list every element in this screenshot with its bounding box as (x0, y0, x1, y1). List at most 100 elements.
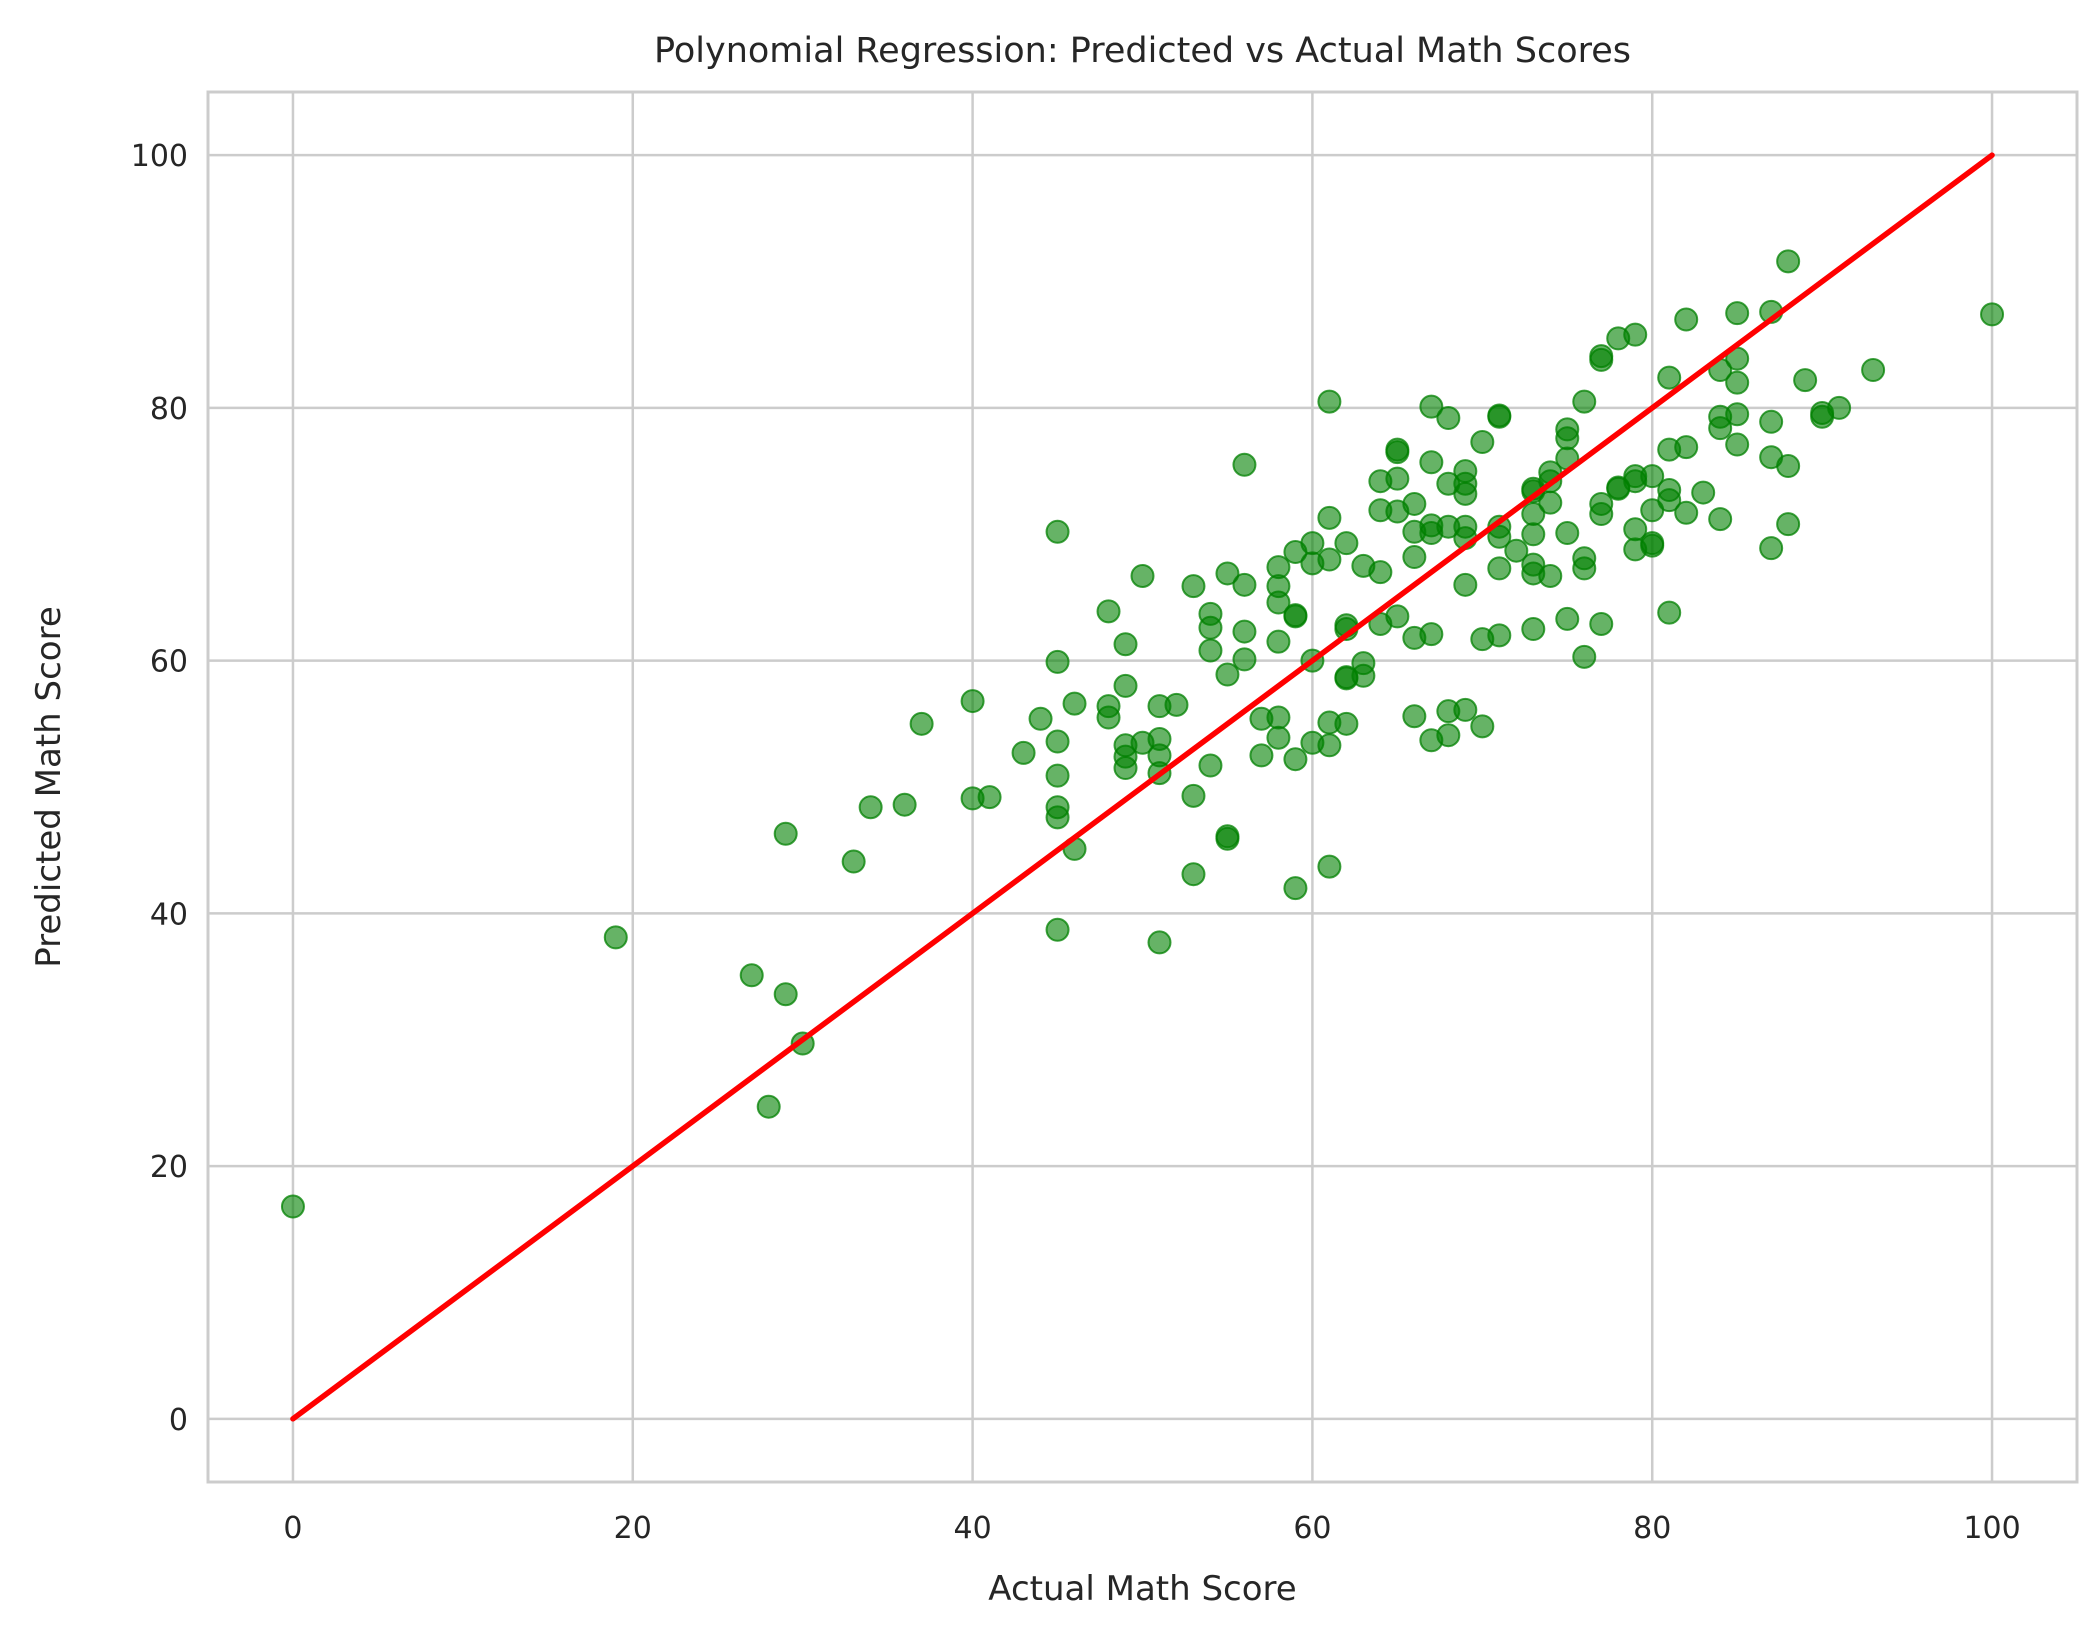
data-point (1521, 617, 1546, 642)
y-tick-label: 0 (169, 1403, 188, 1438)
x-tick-label: 80 (1633, 1511, 1671, 1546)
data-point (1317, 389, 1342, 414)
data-point (1334, 531, 1359, 556)
data-point (892, 792, 917, 817)
data-point (1640, 533, 1665, 558)
scatter-points (280, 249, 2005, 1219)
data-point (1538, 490, 1563, 515)
data-point (1725, 370, 1750, 395)
data-point (1045, 649, 1070, 674)
data-point (1317, 505, 1342, 530)
data-point (1674, 435, 1699, 460)
data-point (1368, 560, 1393, 585)
data-point (1402, 545, 1427, 570)
data-point (1045, 519, 1070, 544)
data-point (1657, 365, 1682, 390)
data-point (1708, 507, 1733, 532)
data-point (1215, 561, 1240, 586)
y-tick-label: 60 (150, 645, 188, 680)
data-point (1657, 600, 1682, 625)
data-point (1402, 491, 1427, 516)
data-point (1266, 725, 1291, 750)
reference-line-layer (290, 152, 1995, 1422)
data-point (1232, 647, 1257, 672)
y-tick-label: 100 (131, 139, 188, 174)
data-point (739, 963, 764, 988)
data-point (1555, 606, 1580, 631)
data-point (1589, 611, 1614, 636)
data-point (1487, 524, 1512, 549)
data-point (1657, 488, 1682, 513)
data-point (1317, 854, 1342, 879)
data-point (1470, 430, 1495, 455)
data-point (1538, 563, 1563, 588)
data-point (1402, 704, 1427, 729)
x-axis-label: Actual Math Score (988, 1569, 1296, 1609)
data-point (773, 982, 798, 1007)
y-axis-label: Predicted Math Score (29, 606, 69, 968)
data-point (1827, 395, 1852, 420)
data-point (1776, 512, 1801, 537)
data-point (1793, 368, 1818, 393)
data-point (1436, 723, 1461, 748)
data-point (1725, 402, 1750, 427)
data-point (1572, 644, 1597, 669)
data-point (1725, 301, 1750, 326)
data-point (1045, 763, 1070, 788)
data-point (1334, 711, 1359, 736)
data-point (1096, 705, 1121, 730)
data-point (1198, 753, 1223, 778)
data-point (1776, 454, 1801, 479)
data-point (1045, 805, 1070, 830)
data-point (1487, 556, 1512, 581)
data-point (1181, 783, 1206, 808)
y-tick-label: 20 (150, 1150, 188, 1185)
data-point (1419, 394, 1444, 419)
x-tick-label: 100 (1963, 1511, 2020, 1546)
x-tick-label: 60 (1293, 1511, 1331, 1546)
data-point (1300, 531, 1325, 556)
data-point (1266, 629, 1291, 654)
data-point (1623, 322, 1648, 347)
data-point (1436, 406, 1461, 431)
data-point (1062, 691, 1087, 716)
data-point (1232, 452, 1257, 477)
data-point (1283, 604, 1308, 629)
data-point (603, 925, 628, 950)
data-point (1130, 563, 1155, 588)
data-point (1045, 729, 1070, 754)
data-point (1028, 706, 1053, 731)
data-point (1504, 538, 1529, 563)
x-tick-label: 20 (614, 1511, 652, 1546)
data-point (1980, 302, 2005, 327)
data-point (1572, 556, 1597, 581)
data-point (977, 785, 1002, 810)
data-point (1198, 638, 1223, 663)
data-point (1385, 440, 1410, 465)
data-point (1317, 733, 1342, 758)
data-point (1470, 714, 1495, 739)
data-point (1674, 500, 1699, 525)
data-point (1147, 930, 1172, 955)
data-point (1521, 522, 1546, 547)
data-point (1674, 307, 1699, 332)
data-point (1045, 917, 1070, 942)
data-point (773, 821, 798, 846)
chart-title: Polynomial Regression: Predicted vs Actu… (654, 31, 1631, 71)
data-point (1164, 692, 1189, 717)
data-point (1419, 450, 1444, 475)
data-point (1011, 740, 1036, 765)
data-point (1215, 662, 1240, 687)
data-point (1232, 619, 1257, 644)
data-point (1453, 697, 1478, 722)
data-point (1198, 615, 1223, 640)
x-tick-label: 40 (953, 1511, 991, 1546)
data-point (1181, 862, 1206, 887)
data-point (1487, 404, 1512, 429)
x-tick-label: 0 (283, 1511, 302, 1546)
data-point (1708, 416, 1733, 441)
data-point (1861, 358, 1886, 382)
data-point (1759, 409, 1784, 434)
data-point (1351, 663, 1376, 688)
